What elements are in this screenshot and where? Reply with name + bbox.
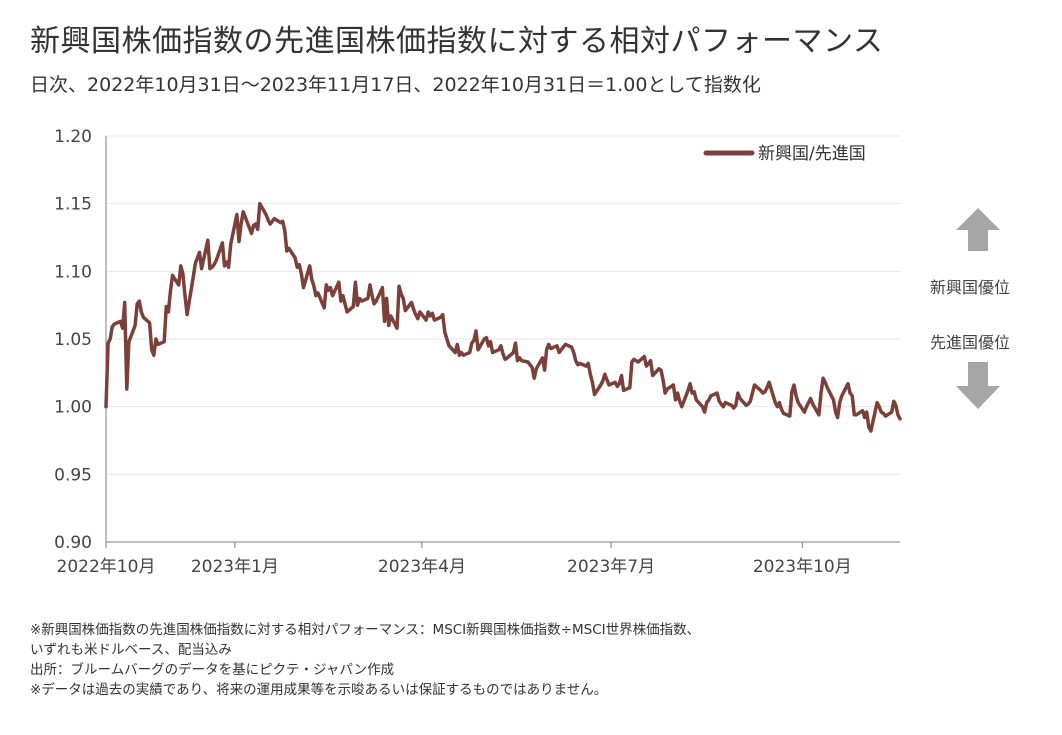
series-line xyxy=(104,201,902,433)
gridlines xyxy=(106,135,900,475)
line-chart: 0.90 0.95 1.00 1.05 1.10 1.15 1.20 2022年10月 2023… xyxy=(54,127,1000,577)
page-title: 新興国株価指数の先進国株価指数に対する相対パフォーマンス xyxy=(30,24,884,59)
y-tick-label: 1.15 xyxy=(54,195,92,215)
y-tick-label: 0.90 xyxy=(54,533,92,553)
x-tick-label: 2023年1月 xyxy=(191,557,279,577)
footnote-line: ※新興国株価指数の先進国株価指数に対する相対パフォーマンス：MSCI新興国株価指… xyxy=(30,622,701,638)
footnote-line: 出所：ブルームバーグのデータを基にピクテ・ジャパン作成 xyxy=(30,662,395,678)
developed-advantage-label: 先進国優位 xyxy=(930,333,1011,352)
series-layer xyxy=(104,201,902,433)
y-tick-label: 0.95 xyxy=(54,465,92,485)
x-tick-label: 2023年10月 xyxy=(753,557,852,577)
x-tick-label: 2023年7月 xyxy=(567,557,655,577)
legend: 新興国/先進国 xyxy=(703,144,866,164)
y-tick-label: 1.00 xyxy=(54,398,92,418)
x-tick-label: 2022年10月 xyxy=(57,557,156,577)
page-subtitle: 日次、2022年10月31日～2023年11月17日、2022年10月31日＝1… xyxy=(30,74,761,96)
legend-label: 新興国/先進国 xyxy=(758,144,866,164)
arrow-up-icon xyxy=(956,208,1000,251)
arrow-down-icon xyxy=(956,362,1000,409)
y-tick-label: 1.05 xyxy=(54,330,92,350)
footnote-line: ※データは過去の実績であり、将来の運用成果等を示唆あるいは保証するものではありま… xyxy=(30,682,608,698)
axes: 0.90 0.95 1.00 1.05 1.10 1.15 1.20 2022年10月 2023… xyxy=(54,127,900,577)
direction-arrows xyxy=(956,208,1000,409)
x-tick-label: 2023年4月 xyxy=(378,557,466,577)
footnote-line: いずれも米ドルベース、配当込み xyxy=(30,642,232,658)
footnotes: ※新興国株価指数の先進国株価指数に対する相対パフォーマンス：MSCI新興国株価指… xyxy=(30,620,700,700)
y-tick-label: 1.10 xyxy=(54,262,92,282)
y-tick-label: 1.20 xyxy=(54,127,92,147)
emerging-advantage-label: 新興国優位 xyxy=(930,278,1011,297)
